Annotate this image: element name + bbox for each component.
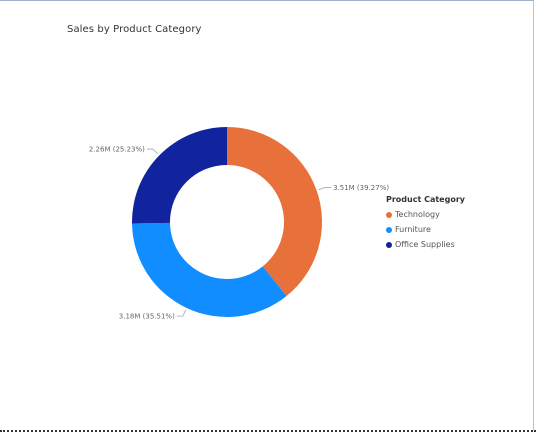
- data-label-technology: 3.51M (39.27%): [333, 184, 389, 192]
- legend-title: Product Category: [386, 195, 465, 204]
- slice-office-supplies[interactable]: [132, 127, 227, 224]
- legend-marker-icon: [386, 226, 392, 233]
- legend-item-office-supplies[interactable]: Office Supplies: [386, 237, 465, 252]
- legend-marker-icon: [386, 211, 392, 218]
- legend-marker-icon: [386, 241, 392, 248]
- legend: Product Category Technology Furniture Offi…: [386, 195, 465, 252]
- chart-title: Sales by Product Category: [67, 24, 202, 35]
- legend-label: Furniture: [395, 225, 431, 234]
- data-label-furniture: 3.18M (35.51%): [119, 313, 175, 321]
- slice-furniture[interactable]: [132, 222, 287, 317]
- legend-label: Office Supplies: [395, 240, 455, 249]
- legend-item-technology[interactable]: Technology: [386, 207, 465, 222]
- data-label-office-supplies: 2.26M (25.23%): [89, 146, 145, 154]
- leader-line-office-supplies: [146, 148, 159, 155]
- slice-technology[interactable]: [227, 127, 322, 297]
- leader-line-technology: [318, 187, 332, 191]
- leader-line-furniture: [176, 309, 187, 317]
- legend-item-furniture[interactable]: Furniture: [386, 222, 465, 237]
- legend-label: Technology: [395, 210, 440, 219]
- canvas-bottom-border: [0, 430, 536, 432]
